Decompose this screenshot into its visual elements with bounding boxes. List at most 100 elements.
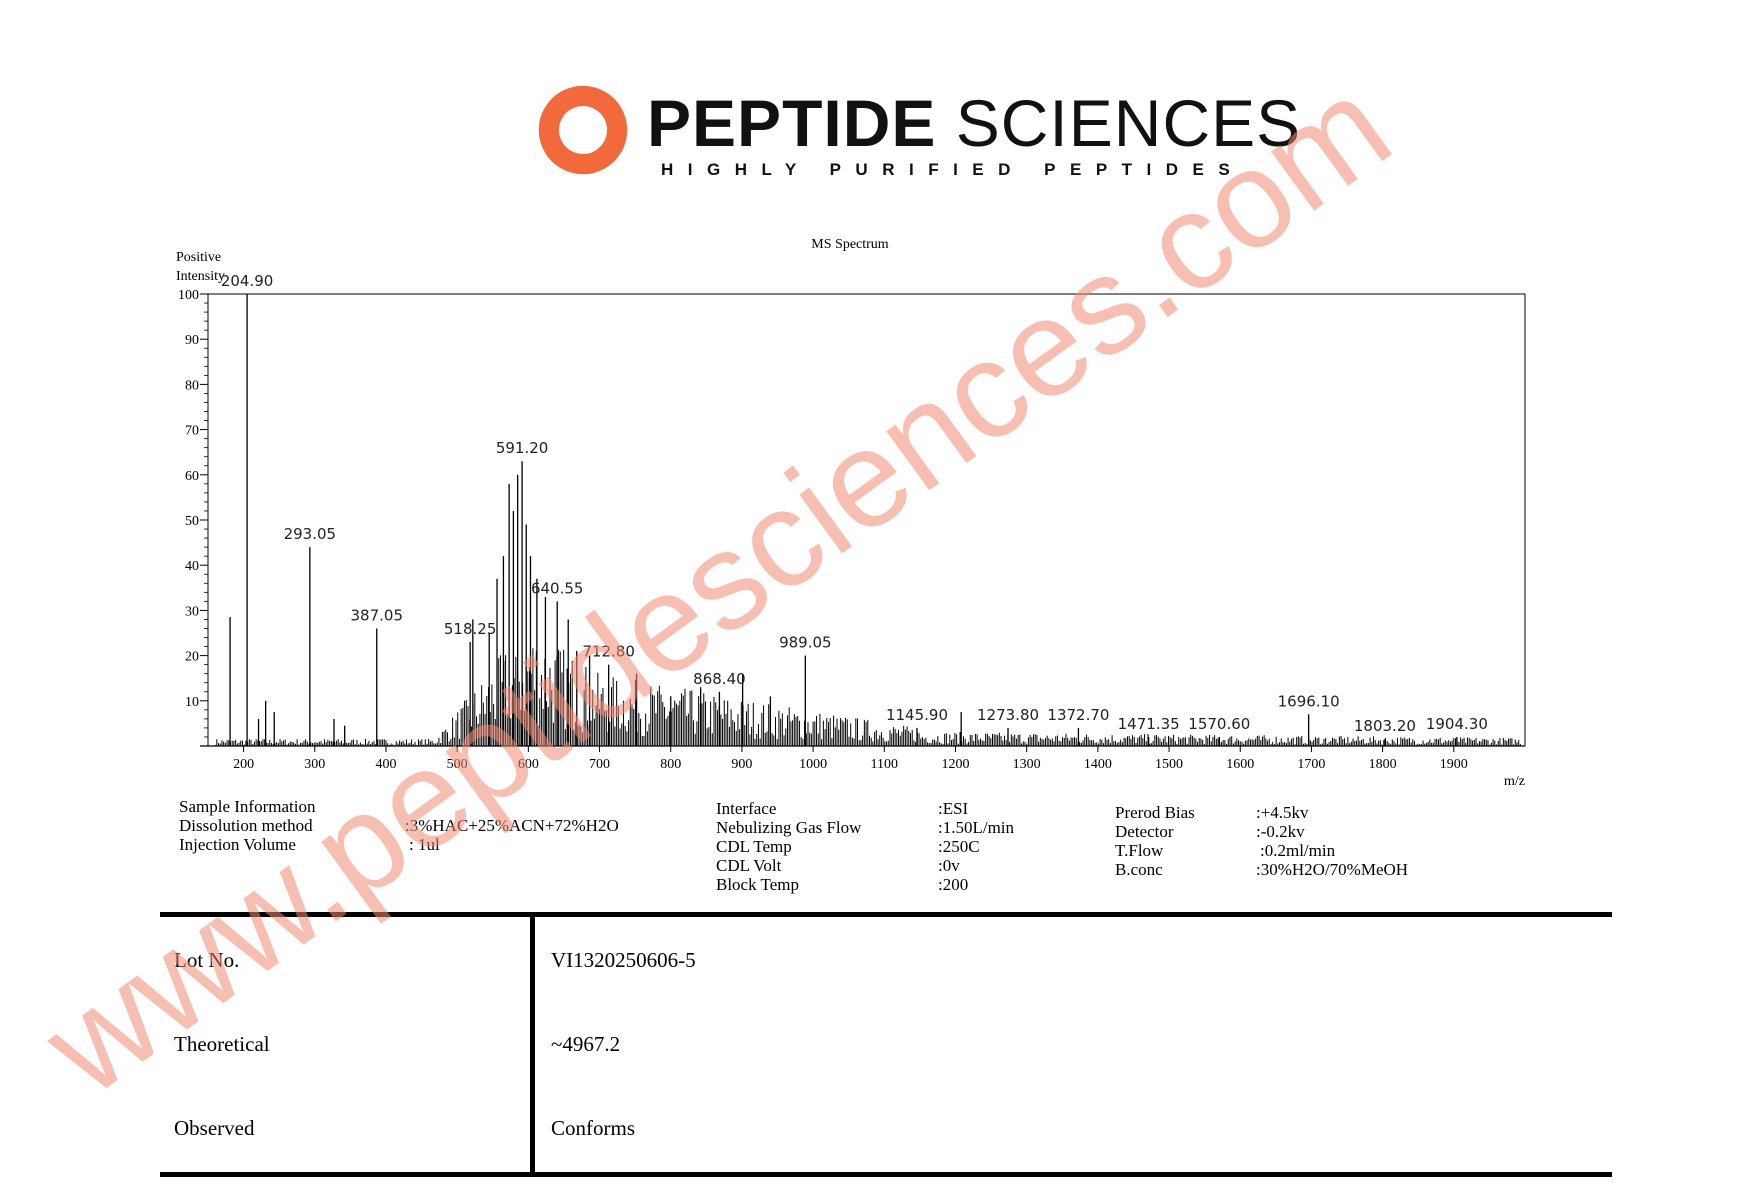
results-table: Lot No. VI1320250606-5 Theoretical ~4967… xyxy=(160,912,1612,1177)
minor-ticks xyxy=(204,302,208,738)
peak-label: 1904.30 xyxy=(1426,715,1488,733)
y-tick-label: 20 xyxy=(185,650,199,665)
table-label-observed: Observed xyxy=(174,1116,255,1140)
x-axis-label: m/z xyxy=(1504,774,1525,789)
x-tick-label: 600 xyxy=(518,757,539,772)
x-tick-label: 1000 xyxy=(799,757,827,772)
x-tick-label: 300 xyxy=(304,757,325,772)
table-bottom-rule xyxy=(160,1172,1612,1177)
x-tick-label: 1500 xyxy=(1155,757,1183,772)
info-label: T.Flow xyxy=(1115,841,1164,860)
table-top-rule xyxy=(160,912,1612,917)
brand-tagline: HIGHLY PURIFIED PEPTIDES xyxy=(661,160,1245,179)
x-tick-label: 1400 xyxy=(1084,757,1112,772)
x-tick-label: 1600 xyxy=(1226,757,1254,772)
info-label: CDL Volt xyxy=(716,856,782,875)
chart-title: MS Spectrum xyxy=(811,237,889,252)
x-tick-label: 1900 xyxy=(1440,757,1468,772)
info-label: Dissolution method xyxy=(179,816,313,835)
info-label: B.conc xyxy=(1115,860,1163,879)
peak-label: 640.55 xyxy=(531,579,584,597)
brand-name: PEPTIDE SCIENCES xyxy=(647,90,1301,156)
table-divider xyxy=(530,912,535,1177)
x-tick-label: 1800 xyxy=(1369,757,1397,772)
peak-label: 989.05 xyxy=(779,634,832,652)
table-value-lot: VI1320250606-5 xyxy=(551,948,696,972)
sample-info-heading: Sample Information xyxy=(179,797,316,816)
info-value: :-0.2kv xyxy=(1256,822,1305,841)
y-tick-label: 40 xyxy=(185,559,199,574)
y-tick-label: 80 xyxy=(185,378,199,393)
peak-label: 518.25 xyxy=(444,620,497,638)
detector-info-values: :+4.5kv :-0.2kv :0.2ml/min :30%H2O/70%Me… xyxy=(1256,803,1408,879)
noise-bars xyxy=(214,638,1521,746)
brand-name-bold: PEPTIDE xyxy=(647,86,937,160)
info-value: :30%H2O/70%MeOH xyxy=(1256,860,1409,879)
x-tick-label: 800 xyxy=(660,757,681,772)
plot-frame xyxy=(207,293,1526,747)
peak-label: 1570.60 xyxy=(1188,715,1250,733)
x-tick-label: 1100 xyxy=(871,757,898,772)
interface-info-values: :ESI :1.50L/min :250C :0v :200 xyxy=(938,799,1014,894)
x-tick-label: 1200 xyxy=(941,757,969,772)
info-label: Injection Volume xyxy=(179,835,296,854)
info-label: Prerod Bias xyxy=(1115,803,1195,822)
info-label: Detector xyxy=(1115,822,1174,841)
peak-label: 1145.90 xyxy=(886,706,948,724)
x-tick-label: 500 xyxy=(447,757,468,772)
table-label-lot: Lot No. xyxy=(174,948,240,972)
info-value: :250C xyxy=(938,837,980,856)
swirl-logo-icon xyxy=(538,85,628,175)
info-value: :+4.5kv xyxy=(1256,803,1309,822)
info-value: :0.2ml/min xyxy=(1260,841,1336,860)
y-tick-label: 100 xyxy=(178,288,199,303)
info-label: CDL Temp xyxy=(716,837,792,856)
interface-info-labels: Interface Nebulizing Gas Flow CDL Temp C… xyxy=(716,799,861,894)
x-tick-label: 900 xyxy=(731,757,752,772)
info-value: : 1ul xyxy=(409,835,440,854)
table-label-theoretical: Theoretical xyxy=(174,1032,270,1056)
peak-label: 204.90 xyxy=(221,272,274,290)
info-label: Nebulizing Gas Flow xyxy=(716,818,862,837)
y-tick-label: 10 xyxy=(185,695,199,710)
y-tick-label: 30 xyxy=(185,604,199,619)
info-value: :3%HAC+25%ACN+72%H2O xyxy=(405,816,619,835)
info-value: :ESI xyxy=(938,799,969,818)
y-tick-label: 70 xyxy=(185,424,199,439)
peak-label: 591.20 xyxy=(496,439,549,457)
sample-info-values: :3%HAC+25%ACN+72%H2O : 1ul xyxy=(405,816,619,854)
peak-label: 387.05 xyxy=(351,606,404,624)
x-tick-label: 1700 xyxy=(1297,757,1325,772)
peak-label: 712.80 xyxy=(582,643,635,661)
peak-label: 1471.35 xyxy=(1118,715,1180,733)
peak-label: 1273.80 xyxy=(977,706,1039,724)
peak-label: 1696.10 xyxy=(1278,692,1340,710)
brand-logo: PEPTIDE SCIENCES HIGHLY PURIFIED PEPTIDE… xyxy=(535,82,1300,182)
peak-label: 1803.20 xyxy=(1354,717,1416,735)
peak-bars xyxy=(229,294,1458,746)
y-ticks: 10 20 30 40 50 60 70 80 90 100 xyxy=(178,288,208,710)
table-value-observed: Conforms xyxy=(551,1116,635,1140)
x-tick-label: 200 xyxy=(233,757,254,772)
sample-info-block: Sample Information Dissolution method In… xyxy=(179,797,315,854)
peak-label: 868.40 xyxy=(693,670,746,688)
info-label: Block Temp xyxy=(716,875,800,894)
brand-name-light: SCIENCES xyxy=(955,86,1302,160)
info-value: :1.50L/min xyxy=(938,818,1015,837)
x-ticks: 200 300 400 500 600 700 800 900 1000 1100 1200 1300… xyxy=(233,746,1468,772)
ms-spectrum-chart: MS Spectrum Positive Intensity 204.90 293… xyxy=(176,237,1526,789)
info-value: :200 xyxy=(938,875,969,894)
x-tick-label: 700 xyxy=(589,757,610,772)
y-axis-label-line2: Intensity xyxy=(176,269,225,284)
y-tick-label: 50 xyxy=(185,514,199,529)
info-value: :0v xyxy=(938,856,960,875)
y-tick-label: 60 xyxy=(185,469,199,484)
table-value-theoretical: ~4967.2 xyxy=(551,1032,621,1056)
y-axis-label-line1: Positive xyxy=(176,250,221,265)
peak-label: 293.05 xyxy=(284,525,337,543)
y-tick-label: 90 xyxy=(185,333,199,348)
info-label: Interface xyxy=(716,799,777,818)
x-tick-label: 1300 xyxy=(1013,757,1041,772)
x-tick-label: 400 xyxy=(375,757,396,772)
detector-info-labels: Prerod Bias Detector T.Flow B.conc xyxy=(1115,803,1195,879)
